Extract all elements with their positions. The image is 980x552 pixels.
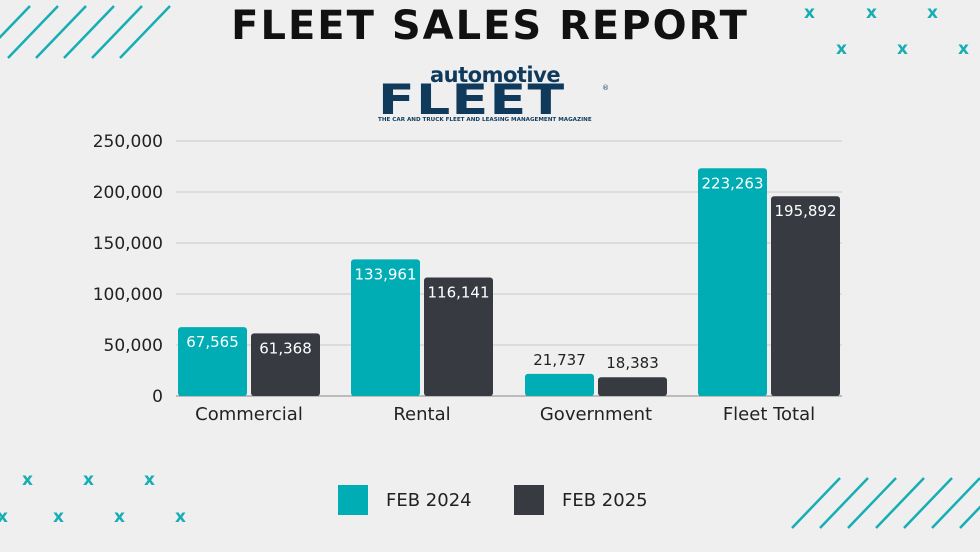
bar bbox=[424, 277, 493, 396]
x-mark-icon: x bbox=[144, 470, 155, 490]
x-mark-icon: x bbox=[114, 507, 125, 527]
legend-swatch-2024 bbox=[338, 485, 368, 515]
x-mark-icon: x bbox=[927, 3, 938, 23]
bar bbox=[178, 327, 247, 396]
bar bbox=[251, 333, 320, 396]
x-tick-label: Commercial bbox=[195, 404, 303, 425]
data-label: 223,263 bbox=[701, 174, 763, 192]
x-mark-icon: x bbox=[804, 3, 815, 23]
data-label: 133,961 bbox=[354, 265, 416, 283]
x-tick-label: Government bbox=[540, 404, 652, 425]
x-mark-icon: x bbox=[175, 507, 186, 527]
data-label: 195,892 bbox=[774, 202, 836, 220]
bar-chart: 0 50,000 100,000 150,000 200,000 250,000 67,56… bbox=[93, 132, 842, 425]
y-tick-label: 0 bbox=[152, 387, 163, 407]
bar bbox=[698, 168, 767, 396]
x-mark-icon: x bbox=[866, 3, 877, 23]
data-label: 21,737 bbox=[533, 351, 586, 369]
y-tick-label: 100,000 bbox=[93, 285, 163, 305]
bar bbox=[598, 377, 667, 396]
y-tick-label: 150,000 bbox=[93, 234, 163, 254]
x-mark-icon: x bbox=[836, 39, 847, 59]
data-label: 61,368 bbox=[259, 339, 312, 357]
bar bbox=[771, 196, 840, 396]
logo-top-text: automotive bbox=[430, 63, 561, 87]
bar bbox=[525, 373, 594, 396]
logo-tagline: THE CAR AND TRUCK FLEET AND LEASING MANA… bbox=[378, 117, 592, 123]
logo-main-text: FLEET bbox=[378, 75, 566, 124]
data-label: 18,383 bbox=[606, 354, 659, 372]
y-tick-label: 50,000 bbox=[104, 336, 163, 356]
page-title: FLEET SALES REPORT bbox=[231, 3, 749, 49]
x-mark-icon: x bbox=[53, 507, 64, 527]
automotive-fleet-logo: automotive FLEET ® THE CAR AND TRUCK FLE… bbox=[378, 63, 609, 126]
data-label: 67,565 bbox=[186, 333, 239, 351]
x-mark-icon: x bbox=[958, 39, 969, 59]
legend-item-2025: FEB 2025 bbox=[514, 484, 648, 516]
x-mark-icon: x bbox=[22, 470, 33, 490]
stripes-decoration-top-left bbox=[0, 5, 171, 59]
x-mark-icon: x bbox=[897, 39, 908, 59]
x-tick-label: Rental bbox=[393, 404, 450, 425]
legend-label-2024: FEB 2024 bbox=[386, 489, 472, 511]
y-tick-label: 200,000 bbox=[93, 183, 163, 203]
legend-item-2024: FEB 2024 bbox=[338, 484, 472, 516]
legend-swatch-2025 bbox=[514, 485, 544, 515]
y-tick-label: 250,000 bbox=[93, 132, 163, 152]
bar bbox=[351, 259, 420, 396]
x-tick-label: Fleet Total bbox=[723, 404, 815, 425]
x-mark-icon: x bbox=[0, 507, 8, 527]
x-mark-icon: x bbox=[83, 470, 94, 490]
data-label: 116,141 bbox=[427, 284, 489, 302]
legend-label-2025: FEB 2025 bbox=[562, 489, 648, 511]
stripes-decoration-bottom-right bbox=[791, 477, 980, 529]
logo-registered-mark: ® bbox=[602, 84, 609, 92]
